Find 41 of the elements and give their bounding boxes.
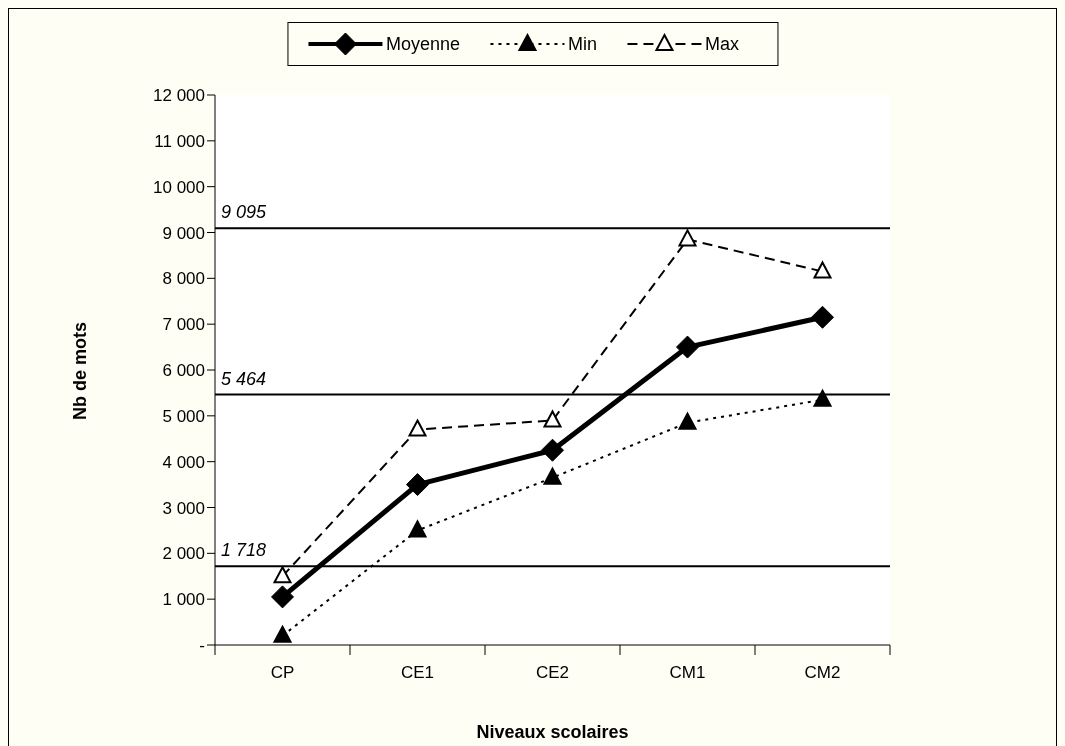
point <box>813 389 832 407</box>
point <box>541 438 564 462</box>
y-axis-title: Nb de mots <box>70 321 91 420</box>
y-tick-label: 9 000 <box>162 223 205 243</box>
y-tick-label: 5 000 <box>162 406 205 426</box>
point <box>408 520 427 538</box>
x-tick-label: CM2 <box>804 663 841 682</box>
point <box>406 473 429 497</box>
ref-line-label: 9 095 <box>221 202 268 223</box>
y-tick-label: 4 000 <box>162 452 205 472</box>
point <box>813 261 832 279</box>
x-tick-label: CE1 <box>400 663 435 682</box>
point <box>676 335 699 359</box>
point <box>811 305 834 329</box>
legend-label: Min <box>568 33 598 55</box>
y-tick-label: 7 000 <box>162 315 205 335</box>
point <box>678 412 697 430</box>
y-tick-label: 8 000 <box>162 269 205 289</box>
x-tick-label: CE2 <box>535 663 570 682</box>
x-tick-label: CM1 <box>669 663 706 682</box>
point <box>543 410 562 428</box>
y-tick-label: 3 000 <box>162 498 205 518</box>
y-tick-label: 12 000 <box>153 86 205 106</box>
y-tick-label: 10 000 <box>153 177 205 197</box>
y-tick-label: 11 000 <box>154 131 205 151</box>
y-tick-label: 1 000 <box>162 590 205 610</box>
point <box>408 419 427 437</box>
x-tick-label: CP <box>270 663 295 682</box>
y-tick-label: - <box>199 636 205 656</box>
point <box>678 229 697 247</box>
point <box>271 585 294 609</box>
x-axis-title: Niveaux scolaires <box>476 722 629 742</box>
legend-label: Moyenne <box>385 33 461 55</box>
y-tick-label: 6 000 <box>162 361 205 381</box>
point <box>273 625 292 643</box>
ref-line-label: 1 718 <box>221 540 267 561</box>
legend-label: Max <box>705 33 740 55</box>
point <box>273 566 292 584</box>
y-tick-label: 2 000 <box>162 544 205 564</box>
point <box>543 467 562 485</box>
ref-line-label: 5 464 <box>221 368 267 389</box>
